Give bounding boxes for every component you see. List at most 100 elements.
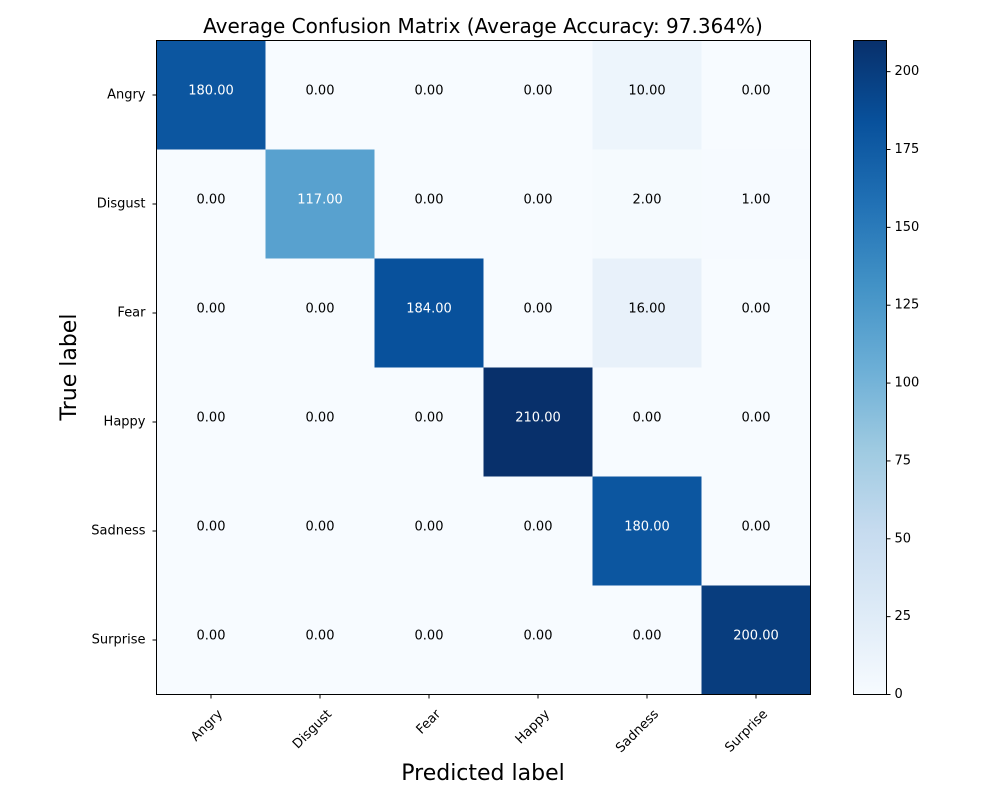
colorbar-gradient [853,40,887,695]
heatmap-cell [156,367,266,477]
heatmap-cell [265,476,375,586]
heatmap-cell [483,476,593,586]
cell-value-label: 0.00 [197,302,226,317]
plot-frame [156,40,811,695]
heatmap-cell [156,476,266,586]
colorbar-tick-label: 100 [895,376,920,391]
heatmap-cell [701,476,811,586]
y-tick-label: Sadness [91,524,145,539]
heatmap-cell [592,149,702,259]
colorbar-tick-label: 50 [895,531,912,546]
heatmap-cell [701,258,811,368]
x-tick-label: Happy [513,707,553,747]
cell-value-label: 0.00 [415,520,444,535]
cell-value-label: 1.00 [742,193,771,208]
cell-value-label: 0.00 [306,302,335,317]
heatmap-cell [156,258,266,368]
cell-value-label: 0.00 [415,629,444,644]
x-tick-label: Sadness [613,707,662,756]
y-tick-label: Disgust [97,197,146,212]
cell-value-label: 0.00 [415,84,444,99]
colorbar-tick-label: 0 [895,687,903,702]
x-tick-label: Disgust [290,707,335,752]
heatmap-cell [483,40,593,150]
colorbar-tick-label: 200 [895,64,920,79]
colorbar-tick-label: 175 [895,142,920,157]
heatmap-cell [374,40,484,150]
heatmap-cell [483,258,593,368]
cell-value-label: 0.00 [197,629,226,644]
chart-title: Average Confusion Matrix (Average Accura… [203,14,763,38]
heatmap-cell [701,40,811,150]
heatmap-cell [265,149,375,259]
x-axis-label: Predicted label [401,761,564,786]
x-tick-label: Surprise [722,707,771,756]
cell-value-label: 0.00 [524,302,553,317]
cell-value-label: 0.00 [742,520,771,535]
cell-value-label: 0.00 [197,520,226,535]
heatmap-cell [483,149,593,259]
heatmap-cell [156,40,266,150]
heatmap-cell [592,367,702,477]
y-tick-label: Angry [107,88,146,103]
cell-value-label: 0.00 [306,520,335,535]
cell-value-label: 210.00 [515,411,561,426]
cell-value-label: 200.00 [733,629,779,644]
colorbar-tick-label: 75 [895,453,912,468]
cell-value-label: 0.00 [306,411,335,426]
cell-value-label: 0.00 [197,411,226,426]
colorbar: 0 25 50 75 100 125 150 175 200 [853,40,920,702]
y-tick-label: Surprise [92,633,146,648]
cell-value-label: 180.00 [624,520,670,535]
cell-value-label: 117.00 [297,193,343,208]
cell-value-label: 0.00 [633,629,662,644]
heatmap-cell [265,367,375,477]
cell-value-label: 0.00 [742,302,771,317]
heatmap-cell [374,367,484,477]
heatmap-cell [156,585,266,695]
colorbar-ticks: 0 25 50 75 100 125 150 175 200 [886,64,920,702]
heatmap-cell [374,476,484,586]
heatmap-cell [701,367,811,477]
heatmap-cell [592,476,702,586]
heatmap-cell [483,367,593,477]
heatmap-cell [265,258,375,368]
heatmap-cell [483,585,593,695]
cell-value-label: 0.00 [742,84,771,99]
cell-value-label: 0.00 [524,84,553,99]
cell-value-label: 0.00 [524,520,553,535]
y-axis: Angry Disgust Fear Happy Sadness Surprise [91,88,157,648]
cell-value-label: 10.00 [628,84,665,99]
cell-value-label: 16.00 [628,302,665,317]
heatmap-cell [701,149,811,259]
x-tick-label: Fear [414,706,445,737]
colorbar-tick-label: 125 [895,298,920,313]
cell-value-label: 180.00 [188,84,234,99]
cell-value-label: 0.00 [633,411,662,426]
cell-value-label: 184.00 [406,302,452,317]
cell-value-label: 0.00 [306,629,335,644]
x-axis: Angry Disgust Fear Happy Sadness Surprise [188,694,771,756]
heatmap-cell [265,585,375,695]
colorbar-tick-label: 25 [895,609,912,624]
cell-value-label: 0.00 [306,84,335,99]
heatmap-cells: 180.00 0.00 0.00 0.00 10.00 0.00 0.00 117.00 0.0… [156,40,811,695]
heatmap-cell [592,40,702,150]
heatmap-cell [592,258,702,368]
y-axis-label: True label [57,314,82,422]
cell-value-label: 0.00 [742,411,771,426]
heatmap-cell [374,585,484,695]
heatmap-cell [701,585,811,695]
x-tick-label: Angry [188,707,226,745]
heatmap-cell [374,258,484,368]
cell-value-label: 0.00 [524,193,553,208]
heatmap-cell [374,149,484,259]
cell-value-label: 0.00 [197,193,226,208]
cell-value-label: 0.00 [415,193,444,208]
y-tick-label: Fear [117,306,146,321]
heatmap-cell [156,149,266,259]
cell-value-label: 0.00 [524,629,553,644]
colorbar-tick-label: 150 [895,220,920,235]
heatmap-cell [265,40,375,150]
cell-value-label: 0.00 [415,411,444,426]
